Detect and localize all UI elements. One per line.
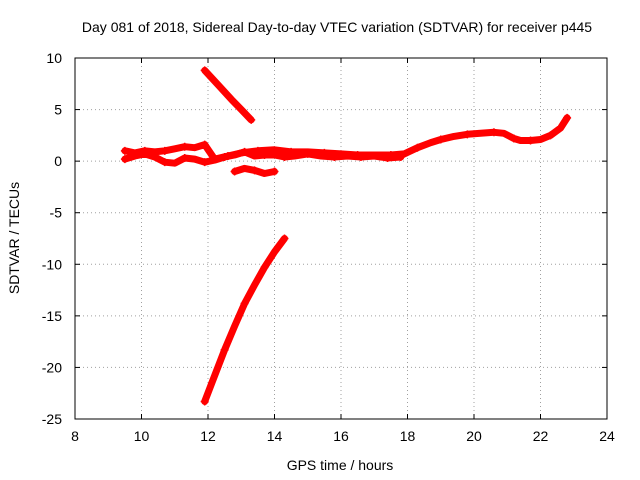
y-tick-label: -20 [42, 359, 62, 375]
plus-marker [463, 130, 472, 139]
grid-lines [75, 58, 607, 419]
y-tick-label: 0 [54, 153, 62, 169]
plus-marker [220, 153, 229, 162]
plus-marker [436, 135, 445, 144]
plus-marker [413, 143, 422, 152]
x-axis-label: GPS time / hours [287, 457, 394, 473]
plus-marker [260, 150, 269, 159]
plus-marker [200, 66, 209, 75]
plus-marker [260, 263, 269, 272]
y-tick-label: 10 [46, 50, 62, 66]
y-tick-label: -5 [50, 205, 63, 221]
y-tick-labels: 10 5 0 -5 -10 -15 -20 -25 [42, 50, 62, 427]
plus-marker [227, 95, 236, 104]
plus-marker [180, 154, 189, 163]
plus-marker [563, 113, 572, 122]
plus-marker [509, 134, 518, 143]
y-tick-label: -15 [42, 308, 62, 324]
data-series [230, 164, 279, 177]
plus-marker [356, 153, 365, 162]
plus-marker [200, 397, 209, 406]
series-trace [201, 235, 288, 405]
x-tick-label: 18 [400, 428, 416, 444]
y-tick-label: -10 [42, 256, 62, 272]
series-group [120, 66, 572, 406]
plus-marker [250, 166, 259, 175]
plus-marker [270, 167, 279, 176]
plus-marker [140, 149, 149, 158]
x-tick-label: 24 [599, 428, 615, 444]
plus-marker [240, 147, 249, 156]
data-series [120, 147, 405, 167]
plus-marker [280, 234, 289, 243]
plus-marker [330, 153, 339, 162]
plus-marker [200, 140, 209, 149]
x-tick-labels: 8 10 12 14 16 18 20 22 24 [71, 428, 615, 444]
plus-marker [546, 131, 555, 140]
x-tick-label: 20 [466, 428, 482, 444]
plus-marker [396, 153, 405, 162]
data-series [200, 66, 256, 124]
plus-marker [160, 146, 169, 155]
y-tick-label: 5 [54, 102, 62, 118]
chart-title: Day 081 of 2018, Sidereal Day-to-day VTE… [82, 19, 592, 35]
plus-marker [120, 146, 129, 155]
plus-marker [200, 158, 209, 167]
tick-marks [74, 57, 608, 420]
plus-marker [383, 154, 392, 163]
x-tick-label: 12 [200, 428, 216, 444]
plus-marker [240, 299, 249, 308]
plus-marker [280, 153, 289, 162]
plus-marker [160, 158, 169, 167]
plus-marker [180, 142, 189, 151]
series-trace [201, 66, 255, 124]
x-tick-label: 16 [333, 428, 349, 444]
plus-marker [247, 115, 256, 124]
x-tick-label: 22 [533, 428, 549, 444]
x-tick-label: 8 [71, 428, 79, 444]
y-tick-label: -25 [42, 411, 62, 427]
x-tick-label: 10 [134, 428, 150, 444]
plus-marker [220, 345, 229, 354]
plus-marker [230, 167, 239, 176]
data-series [200, 234, 289, 406]
plus-marker [303, 149, 312, 158]
plus-marker [489, 128, 498, 137]
x-tick-label: 14 [267, 428, 283, 444]
plus-marker [120, 155, 129, 164]
plus-marker [526, 136, 535, 145]
y-axis-label: SDTVAR / TECUs [6, 182, 22, 294]
